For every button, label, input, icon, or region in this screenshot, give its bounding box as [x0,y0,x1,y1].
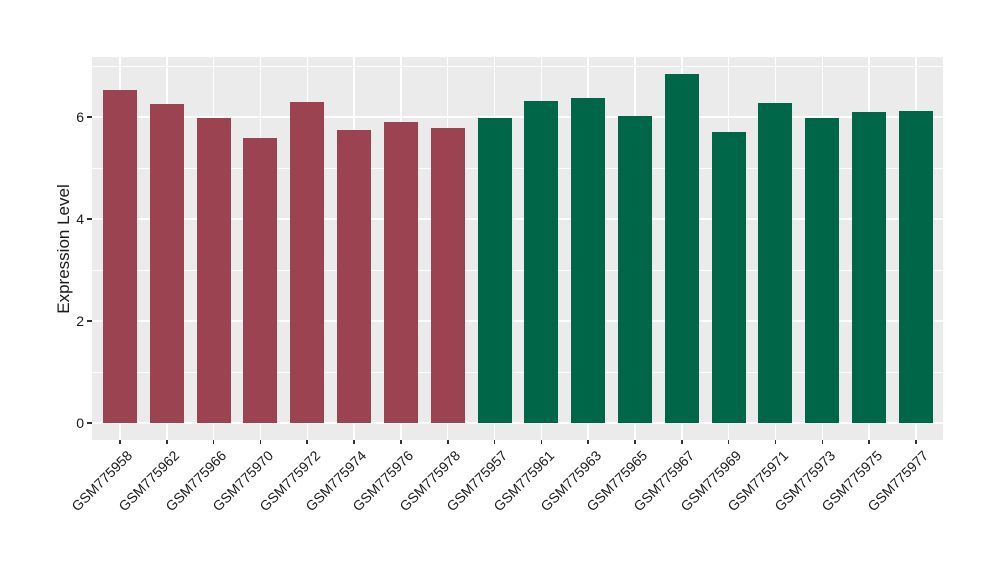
bar-GSM775971 [758,102,793,423]
major-gridline [92,218,943,220]
bar-GSM775958 [103,89,137,423]
y-tick-label: 2 [76,313,84,329]
bar-GSM775965 [618,115,653,423]
x-tick-mark [306,440,309,444]
x-tick-mark [868,440,870,444]
minor-gridline [92,371,943,373]
bar-GSM775977 [898,111,933,423]
y-tick-mark [87,218,92,220]
x-tick-mark [259,440,262,444]
bar-GSM775976 [383,121,418,423]
bar-GSM775973 [805,117,840,423]
x-tick-mark [540,440,543,444]
x-tick-mark [119,440,121,444]
y-tick-mark [87,422,92,424]
bar-GSM775966 [196,118,231,423]
x-tick-mark [587,440,589,444]
bar-GSM775972 [290,101,325,423]
bar-GSM775963 [571,98,606,423]
minor-gridline [92,65,943,67]
x-tick-mark [727,440,730,444]
x-tick-mark [212,440,215,444]
x-tick-mark [446,440,449,444]
x-tick-mark [353,440,355,444]
x-tick-mark [166,440,168,444]
y-tick-label: 4 [76,211,84,227]
x-tick-mark [634,440,636,444]
major-gridline [92,320,943,322]
bar-GSM775970 [243,137,278,423]
y-tick-mark [87,320,92,322]
bar-GSM775967 [664,74,699,423]
major-gridline [92,422,943,424]
y-tick-label: 6 [76,109,84,125]
plot-panel [92,57,943,440]
x-tick-mark [400,440,402,444]
major-gridline [92,116,943,118]
x-tick-mark [821,440,824,444]
y-tick-mark [87,116,92,118]
y-tick-label: 0 [76,415,84,431]
y-axis-title: Expression Level [54,184,73,314]
x-tick-mark [681,440,683,444]
bar-GSM775957 [477,118,512,423]
bar-GSM775978 [430,128,465,423]
minor-gridline [92,167,943,169]
x-tick-mark [493,440,496,444]
bar-GSM775962 [149,104,184,423]
bar-GSM775974 [337,130,372,423]
bar-GSM775969 [711,131,746,423]
bar-GSM775961 [524,100,559,423]
x-tick-mark [774,440,777,444]
x-tick-mark [915,440,917,444]
bar-GSM775975 [852,112,887,423]
minor-gridline [92,269,943,271]
